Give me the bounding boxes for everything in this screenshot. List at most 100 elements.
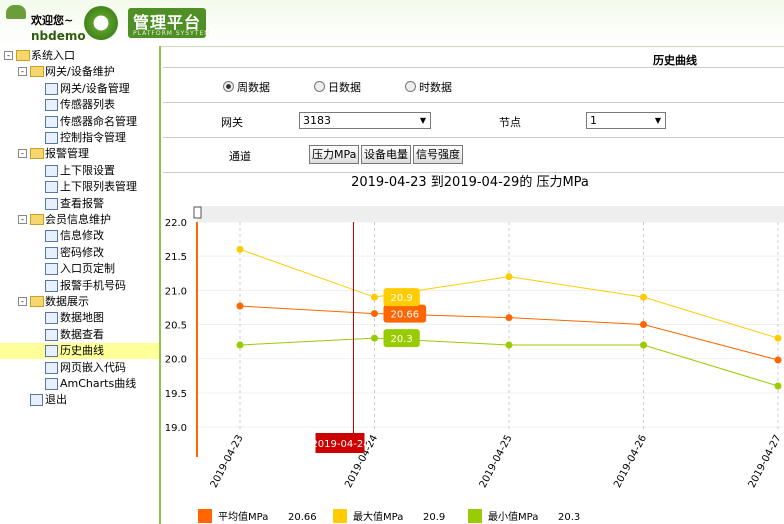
logo-box	[128, 8, 206, 38]
menu-icon	[30, 296, 44, 307]
menu-icon	[30, 214, 44, 225]
menu-icon	[45, 197, 58, 210]
x-tick-label: 2019-04-23	[209, 433, 246, 489]
logo-title: 管理平台	[133, 13, 202, 32]
menu-item[interactable]: 上下限设置	[60, 163, 115, 177]
menu-item[interactable]: 密码修改	[60, 245, 104, 259]
menu-icon	[45, 164, 58, 177]
gateway-label: 网关	[221, 116, 243, 129]
menu-icon	[45, 99, 58, 112]
menu-item[interactable]: 报警手机号码	[60, 278, 126, 292]
toggle[interactable]: -	[18, 215, 27, 224]
menu-item[interactable]: 会员信息维护	[45, 213, 111, 226]
menu-item[interactable]: 信息修改	[60, 229, 104, 243]
radio-label[interactable]: 时数据	[419, 81, 452, 94]
menu-item[interactable]: 系统入口	[31, 49, 75, 62]
legend-value: 20.66	[288, 512, 317, 523]
y-tick-label: 21.0	[165, 286, 187, 297]
y-tick-label: 19.5	[165, 389, 187, 400]
legend-value: 20.3	[558, 512, 580, 523]
x-tick-label: 2019-04-26	[612, 433, 649, 489]
point	[505, 273, 513, 281]
y-tick-label: 21.5	[165, 252, 187, 263]
menu-icon	[30, 148, 44, 160]
point	[371, 293, 378, 301]
menu-item[interactable]: 历史曲线	[60, 344, 104, 358]
menu-item[interactable]: 控制指令管理	[60, 131, 126, 144]
menu-item[interactable]: 数据地图	[60, 311, 104, 325]
menu-item[interactable]: 数据展示	[45, 295, 89, 308]
menu-icon	[45, 378, 58, 390]
node-select[interactable]: 1 ▼	[586, 112, 666, 129]
selected-row	[0, 343, 159, 360]
cursor-label: 2019-04-24	[311, 439, 369, 450]
logo-icon	[84, 6, 118, 40]
menu-item[interactable]: 入口页定制	[60, 262, 115, 276]
x-tick-label: 2019-04-25	[478, 433, 515, 489]
menu-item[interactable]: 上下限列表管理	[60, 180, 137, 194]
y-tick-label: 19.0	[165, 423, 187, 434]
menu-item[interactable]: 网关/设备管理	[60, 81, 130, 95]
balloon-box	[383, 329, 420, 348]
channel-button[interactable]: 信号强度	[413, 145, 463, 164]
node-label: 节点	[499, 116, 521, 129]
y-tick-label: 22.0	[165, 218, 187, 229]
point	[371, 310, 378, 318]
legend-label: 最大值MPa	[353, 510, 403, 523]
menu-item[interactable]: 网关/设备维护	[45, 65, 115, 79]
menu-item[interactable]: 传感器命名管理	[60, 114, 137, 128]
balloon-value: 20.3	[391, 334, 413, 345]
balloon-box	[383, 304, 427, 323]
menu-item[interactable]: 退出	[45, 393, 67, 407]
scroll-handle[interactable]	[193, 206, 202, 219]
menu-item[interactable]: 查看报警	[60, 196, 104, 210]
scrollbar	[197, 206, 784, 222]
toggle[interactable]: -	[18, 149, 27, 159]
toggle[interactable]: -	[18, 297, 27, 306]
balloon: 20.3	[383, 329, 420, 348]
radio-label[interactable]: 日数据	[328, 81, 361, 94]
page-title: 历史曲线	[653, 54, 697, 67]
menu-icon	[30, 394, 43, 407]
radio[interactable]	[223, 81, 234, 92]
radio[interactable]	[405, 81, 416, 92]
point	[505, 341, 513, 349]
menu-item[interactable]: 网页嵌入代码	[60, 360, 126, 374]
point	[236, 302, 244, 310]
channel-button[interactable]: 压力MPa	[309, 145, 360, 164]
point	[774, 382, 782, 390]
point	[371, 334, 378, 342]
toggle[interactable]: -	[18, 67, 27, 77]
menu-item[interactable]: 传感器列表	[60, 98, 115, 112]
radio-label[interactable]: 周数据	[237, 81, 270, 94]
toggle[interactable]: -	[4, 51, 13, 60]
logo-subtitle: PLATFORM SYSYTEM	[133, 30, 211, 37]
balloon: 20.9	[383, 288, 420, 307]
point	[236, 245, 244, 253]
menu-icon	[45, 328, 58, 341]
content-form: 历史曲线 周数据 日数据 时数据 网关 3183 ▼ 节点 1 ▼ 通道 压力MPa 设备…	[163, 46, 784, 194]
sidebar: - 系统入口 - 网关/设备维护 网关/设备管理 传感器列表 传感器命名管理 控制指令管理 - 报…	[0, 46, 161, 524]
menu-item[interactable]: 报警管理	[45, 147, 89, 161]
menu-icon	[45, 246, 58, 259]
point	[640, 293, 647, 301]
balloon-value: 20.9	[391, 293, 413, 304]
channel-button[interactable]: 设备电量	[361, 145, 411, 164]
gateway-select[interactable]: 3183 ▼	[299, 112, 431, 129]
header: 欢迎您~ nbdemo 管理平台 PLATFORM SYSYTEM	[0, 0, 784, 47]
menu-icon	[45, 181, 58, 194]
menu-item[interactable]: 数据查看	[60, 327, 104, 341]
x-tick-label: 2019-04-27	[747, 433, 784, 489]
y-tick-label: 20.5	[165, 321, 187, 332]
channel-label: 通道	[229, 150, 251, 163]
chart-title: 2019-04-23 到2019-04-29的 压力MPa	[351, 174, 589, 190]
menu-icon	[45, 132, 58, 144]
menu-item[interactable]: AmCharts曲线	[60, 377, 137, 390]
menu-icon	[45, 263, 58, 276]
menu-icon	[45, 82, 58, 95]
radio[interactable]	[314, 81, 325, 92]
balloon-value: 20.66	[391, 310, 420, 321]
username: nbdemo	[31, 29, 86, 43]
menu-icon	[45, 312, 58, 325]
